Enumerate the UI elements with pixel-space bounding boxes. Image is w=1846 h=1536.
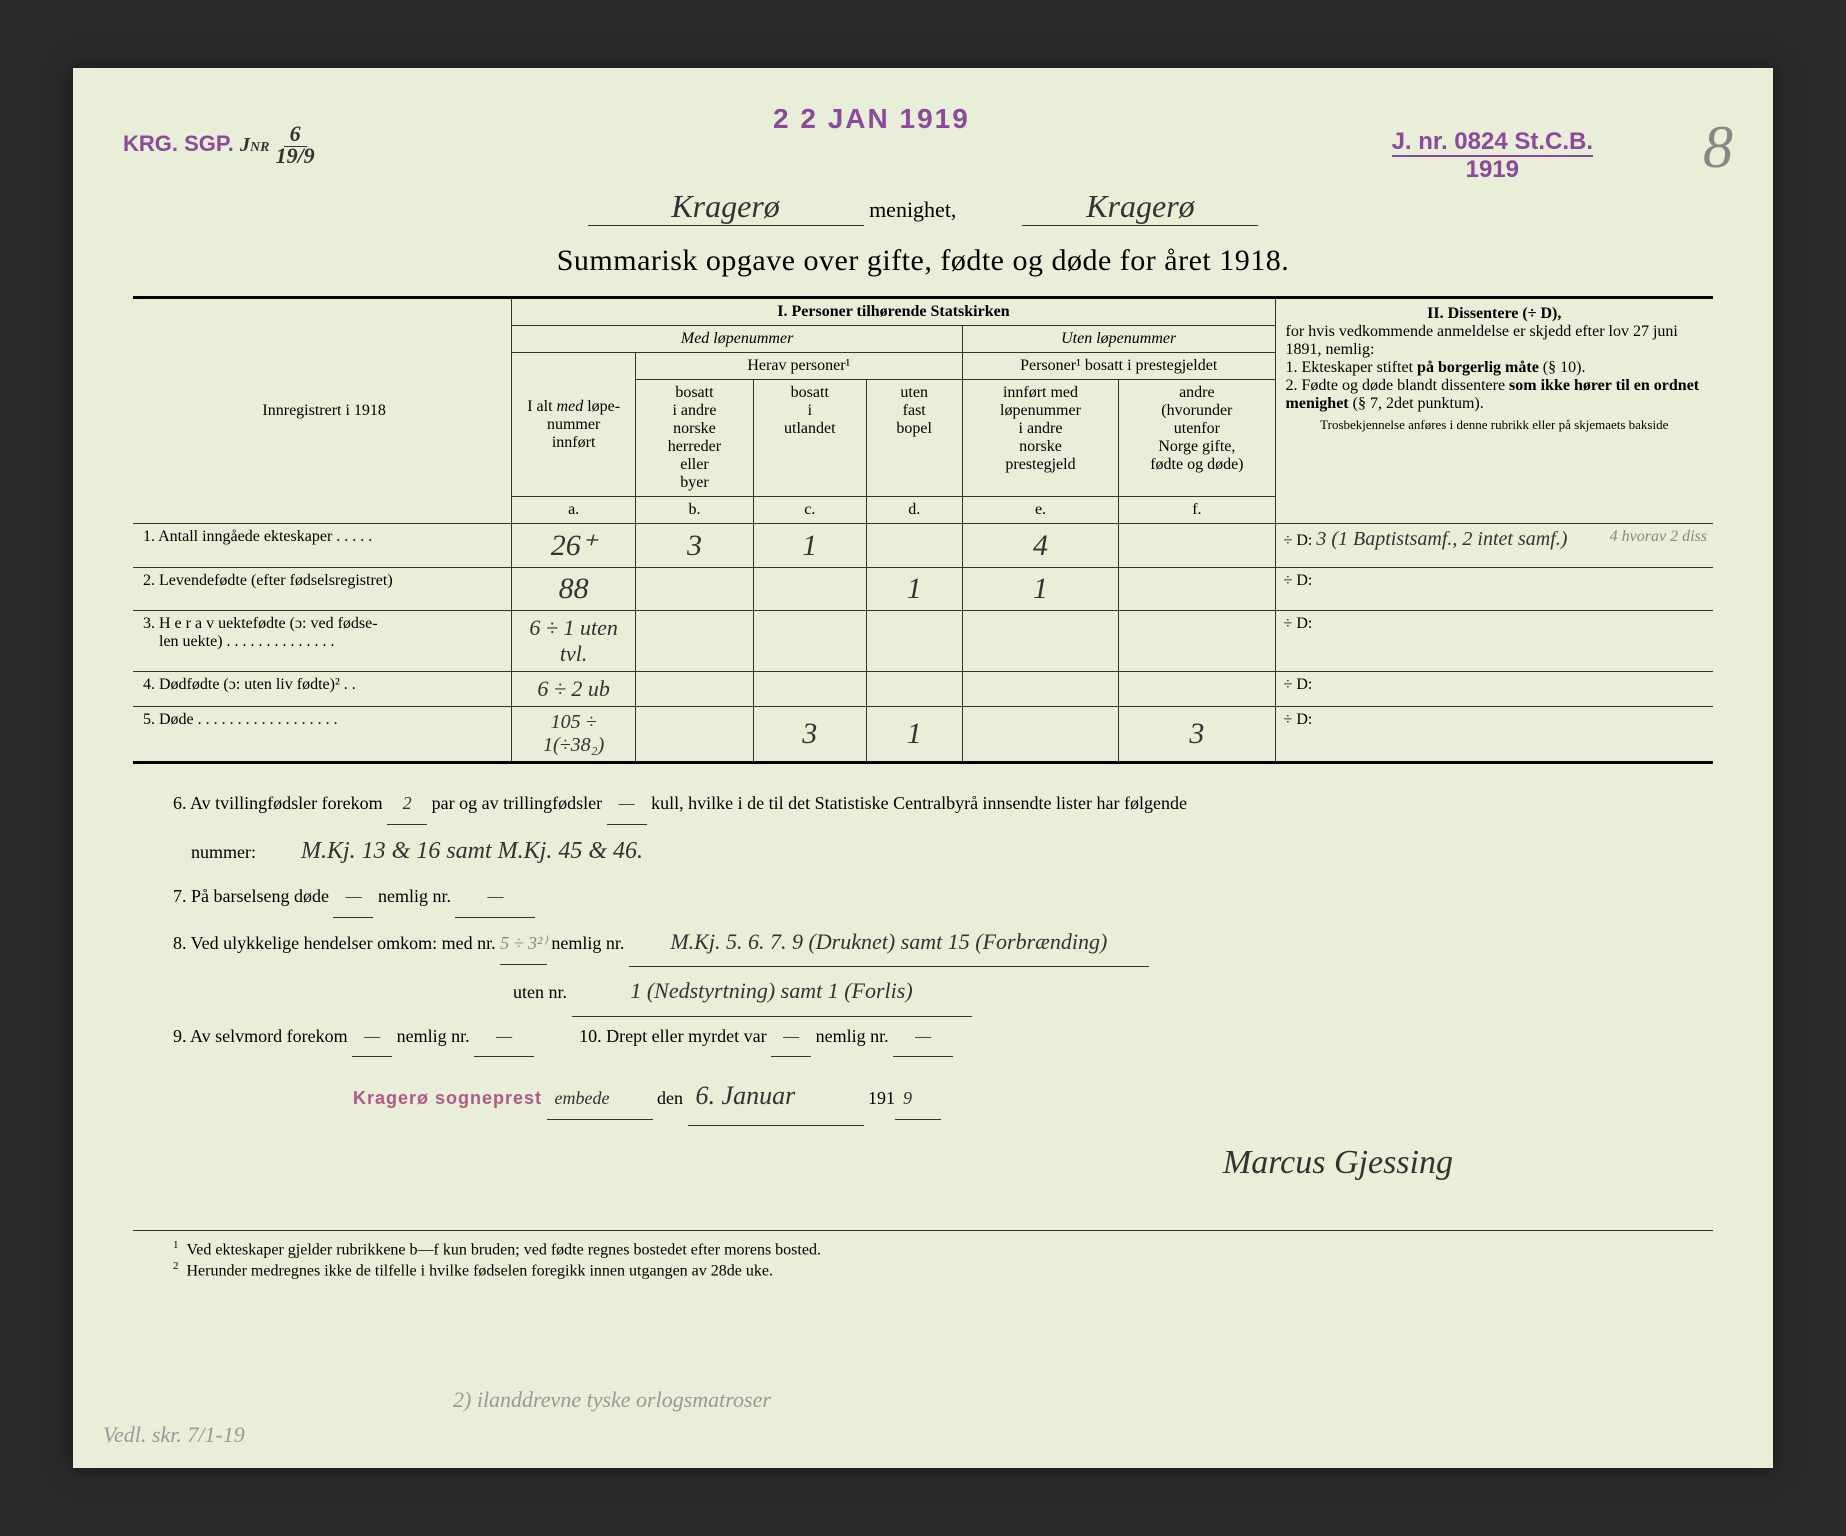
r4-diss: ÷ D:: [1275, 672, 1713, 707]
r2d: 1: [907, 572, 922, 605]
l8-med: 5 ÷ 3²⁾: [500, 924, 547, 965]
stamp-krg-sgp: KRG. SGP. JNR 6 19/9: [123, 123, 315, 167]
page-title: Summarisk opgave over gifte, fødte og dø…: [133, 244, 1713, 278]
l8-uten: 1 (Nedstyrtning) samt 1 (Forlis): [572, 967, 972, 1016]
footnote-1: 1 Ved ekteskaper gjelder rubrikkene b—f …: [173, 1239, 1673, 1259]
row1-label: 1. Antall inngåede ekteskaper . . . . .: [133, 524, 512, 568]
sec1-head: I. Personer tilhørende Statskirken: [512, 298, 1275, 326]
r5a: 105 ÷ 1(÷38₂): [543, 711, 604, 756]
twin-numbers: M.Kj. 13 & 16 samt M.Kj. 45 & 46.: [301, 838, 643, 864]
stamp-jnr-label: JNR: [240, 134, 269, 156]
sec2-body: for hvis vedkommende anmeldelse er skjed…: [1286, 323, 1703, 359]
sec2-item2: 2. Fødte og døde blandt dissentere som i…: [1286, 377, 1703, 413]
sec2-note: Trosbekjennelse anføres i denne rubrikk …: [1286, 417, 1703, 433]
r5-diss: ÷ D:: [1275, 707, 1713, 763]
row4-label: 4. Dødfødte (ɔ: uten liv fødte)² . .: [133, 672, 512, 707]
pers-bosatt-head: Personer¹ bosatt i prestegjeldet: [962, 353, 1275, 380]
sec2-title: II. Dissentere (÷ D),: [1286, 305, 1703, 323]
sig-embede: embede: [547, 1079, 653, 1120]
r5f: 3: [1189, 717, 1204, 750]
r5c: 3: [802, 717, 817, 750]
sec2-item1: 1. Ekteskaper stiftet på borgerlig måte …: [1286, 359, 1703, 377]
below-section: 6. Av tvillingfødsler forekom 2 par og a…: [133, 784, 1713, 1200]
l8-list: M.Kj. 5. 6. 7. 9 (Druknet) samt 15 (Forb…: [629, 918, 1149, 967]
stamp-jnr-right: J. nr. 0824 St.C.B. 1919: [1392, 128, 1593, 184]
r1-diss: 4 hvorav 2 diss ÷ D: 3 (1 Baptistsamf., …: [1275, 524, 1713, 568]
footnotes: 1 Ved ekteskaper gjelder rubrikkene b—f …: [133, 1230, 1713, 1280]
lbl-e: e.: [962, 497, 1118, 524]
med-head: Med løpenummer: [512, 326, 962, 353]
r4a: 6 ÷ 2 ub: [537, 676, 610, 701]
jnr-bottom: 19/9: [276, 143, 315, 168]
stamp-jnr-text: J. nr. 0824 St.C.B.: [1392, 128, 1593, 157]
stamp-year: 1919: [1466, 156, 1519, 183]
l7-n: —: [333, 877, 373, 918]
col-e-head: innført medløpenummeri andrenorskepreste…: [962, 380, 1118, 497]
prestegjeld-field: Kragerø: [1022, 188, 1258, 226]
l9-n: —: [352, 1017, 392, 1058]
line6: 6. Av tvillingfødsler forekom 2 par og a…: [173, 784, 1673, 825]
pencil-diss-note: 4 hvorav 2 diss: [1610, 528, 1707, 546]
document-paper: KRG. SGP. JNR 6 19/9 2 2 JAN 1919 J. nr.…: [73, 68, 1773, 1468]
l10-n: —: [771, 1017, 811, 1058]
r3-diss: ÷ D:: [1275, 611, 1713, 672]
menighet-label: menighet,: [869, 197, 956, 222]
col-c-head: bosattiutlandet: [753, 380, 866, 497]
triplets-count: —: [607, 784, 647, 825]
col-innreg: Innregistrert i 1918: [133, 298, 512, 524]
footnote-2: 2 Herunder medregnes ikke de tilfelle i …: [173, 1260, 1673, 1280]
page-number: 8: [1703, 113, 1733, 182]
r1e: 4: [1033, 529, 1048, 562]
signature-name: Marcus Gjessing: [1223, 1144, 1453, 1181]
r2-diss: ÷ D:: [1275, 568, 1713, 611]
main-table: Innregistrert i 1918 I. Personer tilhøre…: [133, 296, 1713, 764]
lbl-a: a.: [512, 497, 636, 524]
signature-line: Kragerø sogneprest embede den 6. Januar …: [173, 1067, 1673, 1125]
line8b: uten nr. 1 (Nedstyrtning) samt 1 (Forlis…: [173, 967, 1673, 1016]
lbl-d: d.: [866, 497, 962, 524]
l7-nr: —: [455, 877, 535, 918]
stamp-text: KRG. SGP.: [123, 131, 234, 156]
l9-nr: —: [474, 1017, 534, 1058]
sig-stamp: Kragerø sogneprest: [353, 1088, 542, 1108]
sec2-head: II. Dissentere (÷ D), for hvis vedkommen…: [1275, 298, 1713, 524]
col-b-head: bosatti andrenorskeherrederellerbyer: [635, 380, 753, 497]
twins-count: 2: [387, 784, 427, 825]
menighet-field: Kragerø: [588, 188, 864, 226]
line6-nums: nummer: M.Kj. 13 & 16 samt M.Kj. 45 & 46…: [173, 825, 1673, 878]
r1c: 1: [802, 529, 817, 562]
r1b: 3: [687, 529, 702, 562]
lbl-b: b.: [635, 497, 753, 524]
r2a: 88: [559, 572, 589, 605]
r5d: 1: [907, 717, 922, 750]
r3a: 6 ÷ 1 uten tvl.: [529, 615, 617, 666]
col-f-head: andre(hvorunderutenforNorge gifte,fødte …: [1119, 380, 1275, 497]
header-line: Kragerø menighet, Kragerø: [133, 188, 1713, 226]
r1-diss-val: 3 (1 Baptistsamf., 2 intet samf.): [1316, 528, 1567, 550]
herav-head: Herav personer¹: [635, 353, 962, 380]
sig-year: 9: [895, 1079, 941, 1120]
uten-head: Uten løpenummer: [962, 326, 1275, 353]
stamp-date: 2 2 JAN 1919: [773, 103, 970, 135]
col-d-head: utenfastbopel: [866, 380, 962, 497]
pencil-bottom-mid: 2) ilanddrevne tyske orlogsmatroser: [453, 1387, 771, 1413]
row2-label: 2. Levendefødte (efter fødselsregistret): [133, 568, 512, 611]
line8: 8. Ved ulykkelige hendelser omkom: med n…: [173, 918, 1673, 967]
line9-10: 9. Av selvmord forekom — nemlig nr. — 10…: [173, 1017, 1673, 1058]
row3-label: 3. H e r a v uektefødte (ɔ: ved fødse- l…: [133, 611, 512, 672]
signature: Marcus Gjessing: [173, 1126, 1673, 1201]
col-a-head: I alt med løpe-nummerinnført: [512, 353, 636, 497]
pencil-bottom-left: Vedl. skr. 7/1-19: [103, 1422, 245, 1448]
r2e: 1: [1033, 572, 1048, 605]
row5-label: 5. Døde . . . . . . . . . . . . . . . . …: [133, 707, 512, 763]
l10-nr: —: [893, 1017, 953, 1058]
r1a: 26⁺: [551, 529, 597, 562]
lbl-f: f.: [1119, 497, 1275, 524]
line7: 7. På barselseng døde — nemlig nr. —: [173, 877, 1673, 918]
lbl-c: c.: [753, 497, 866, 524]
sig-date: 6. Januar: [688, 1067, 864, 1125]
